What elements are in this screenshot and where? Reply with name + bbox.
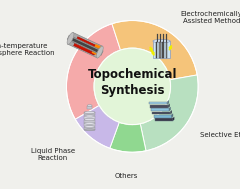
Text: Others: Others xyxy=(114,173,138,179)
Wedge shape xyxy=(112,21,197,80)
Text: Topochemical
Synthesis: Topochemical Synthesis xyxy=(88,68,177,97)
Text: Selective Etching: Selective Etching xyxy=(199,132,240,138)
Bar xyxy=(84,112,95,115)
Bar xyxy=(84,120,95,123)
Bar xyxy=(151,108,169,111)
Wedge shape xyxy=(140,75,198,151)
Text: Electrochemically
Assisted Method: Electrochemically Assisted Method xyxy=(181,11,240,24)
Ellipse shape xyxy=(87,105,92,106)
Polygon shape xyxy=(92,44,101,55)
Ellipse shape xyxy=(84,122,95,124)
Polygon shape xyxy=(169,107,171,111)
Bar xyxy=(159,42,161,58)
Wedge shape xyxy=(75,105,119,148)
Polygon shape xyxy=(67,35,103,55)
Ellipse shape xyxy=(84,115,95,117)
Text: High-temperature
Atmosphere Reaction: High-temperature Atmosphere Reaction xyxy=(0,43,54,57)
Polygon shape xyxy=(69,37,101,54)
Ellipse shape xyxy=(96,46,103,58)
Polygon shape xyxy=(74,37,98,55)
Bar xyxy=(149,102,167,104)
Ellipse shape xyxy=(84,111,95,113)
Polygon shape xyxy=(173,117,174,121)
Bar xyxy=(84,116,95,119)
Bar xyxy=(152,112,170,114)
Polygon shape xyxy=(170,110,172,114)
Bar xyxy=(153,41,170,58)
Bar xyxy=(166,42,167,58)
Wedge shape xyxy=(66,24,120,119)
Text: Liquid Phase
Reaction: Liquid Phase Reaction xyxy=(31,148,75,161)
Wedge shape xyxy=(110,122,146,152)
Polygon shape xyxy=(168,104,170,108)
Ellipse shape xyxy=(67,32,74,44)
Ellipse shape xyxy=(153,40,170,43)
Bar xyxy=(155,118,173,121)
Bar xyxy=(84,123,95,126)
Bar xyxy=(84,127,95,130)
Bar xyxy=(150,105,168,108)
Circle shape xyxy=(94,48,170,125)
Ellipse shape xyxy=(84,129,95,131)
Ellipse shape xyxy=(84,126,95,128)
Bar xyxy=(87,105,92,109)
Polygon shape xyxy=(167,100,169,104)
Polygon shape xyxy=(67,33,103,58)
Bar xyxy=(156,42,157,58)
Polygon shape xyxy=(172,114,173,118)
Bar xyxy=(162,42,164,58)
Ellipse shape xyxy=(84,119,95,121)
Bar xyxy=(154,115,172,118)
